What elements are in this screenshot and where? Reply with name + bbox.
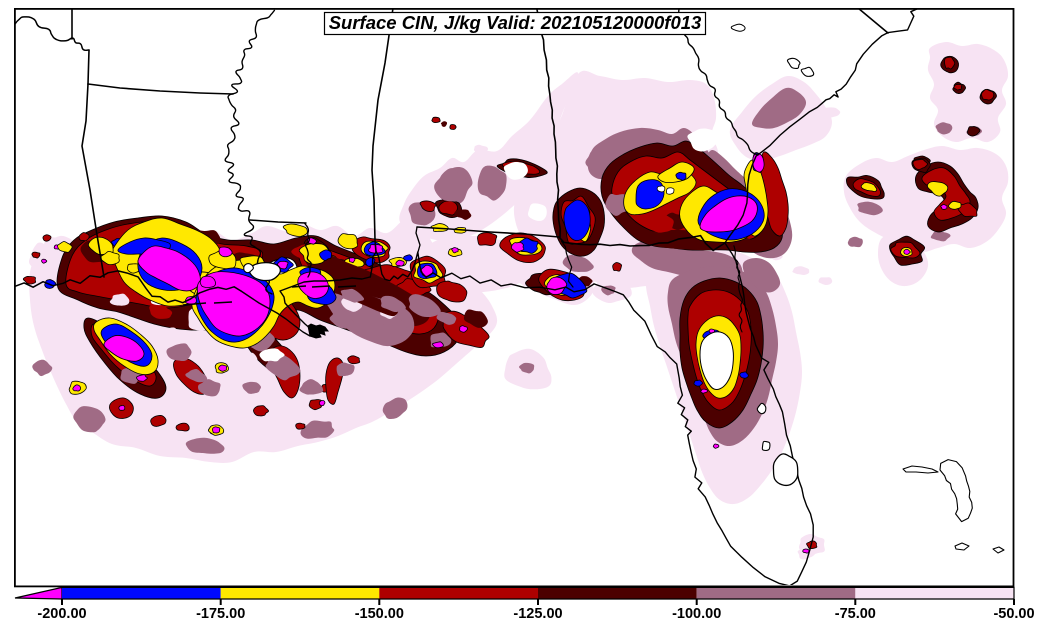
svg-text:-75.00: -75.00: [835, 606, 876, 622]
svg-text:-175.00: -175.00: [196, 606, 245, 622]
svg-text:-50.00: -50.00: [993, 606, 1034, 622]
svg-text:-200.00: -200.00: [37, 606, 86, 622]
svg-text:-150.00: -150.00: [355, 606, 404, 622]
svg-text:-125.00: -125.00: [513, 606, 562, 622]
svg-text:-100.00: -100.00: [672, 606, 721, 622]
svg-text:Surface CIN, J/kg Valid: 20210: Surface CIN, J/kg Valid: 202105120000f01…: [329, 12, 702, 33]
